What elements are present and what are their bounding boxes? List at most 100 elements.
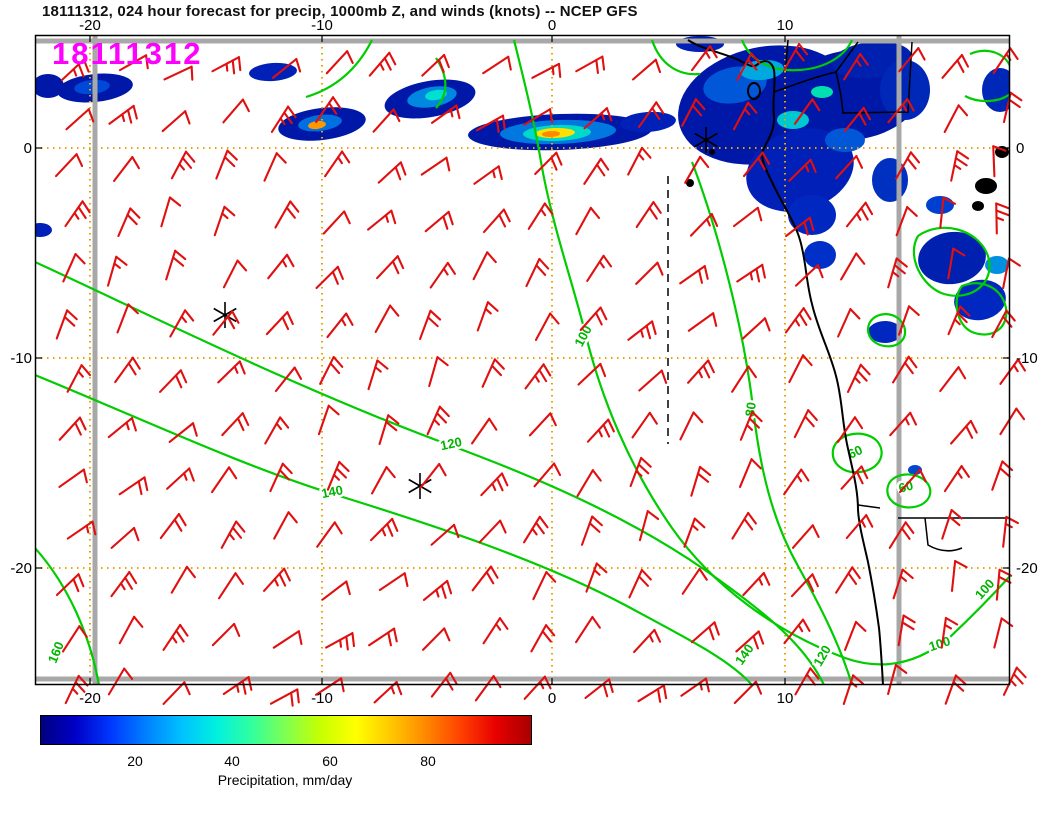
wind-barb	[941, 509, 963, 540]
wind-barb	[733, 680, 763, 705]
wind-barb	[683, 517, 706, 548]
colorbar-tick-80: 80	[420, 753, 436, 769]
wind-barb	[429, 261, 456, 289]
wind-barb	[939, 366, 967, 393]
wind-barb	[117, 207, 141, 238]
wind-barb	[635, 201, 662, 229]
lake-1	[975, 178, 997, 194]
wind-barb	[222, 676, 253, 696]
wind-barb	[531, 62, 562, 79]
wind-barb	[843, 106, 872, 133]
colorbar: 20 40 60 80 Precipitation, mm/day	[40, 715, 532, 795]
height-contours-layer	[36, 39, 1009, 684]
wind-barb	[742, 571, 771, 597]
wind-barb	[637, 684, 668, 703]
colorbar-tick-60: 60	[322, 753, 338, 769]
wind-barb	[690, 465, 712, 497]
wind-barb	[212, 310, 240, 336]
precip-blob	[880, 60, 930, 120]
wind-barb	[118, 476, 149, 496]
wind-barb	[316, 521, 343, 548]
wind-barb	[687, 312, 718, 332]
wind-barb	[482, 55, 512, 75]
wind-barb	[422, 579, 453, 602]
wind-barb	[735, 630, 765, 653]
wind-barb	[220, 520, 246, 549]
wind-barb	[950, 419, 978, 445]
wind-barb	[580, 515, 603, 546]
wind-barb	[108, 104, 138, 125]
colorbar-tick-20: 20	[127, 753, 143, 769]
wind-barb	[378, 572, 409, 592]
wind-barb	[731, 511, 757, 540]
wind-barb	[732, 206, 763, 228]
wind-barb	[783, 43, 809, 72]
contour-label-120: 120	[439, 434, 463, 453]
plot-frame	[34, 34, 1011, 686]
precip-blob	[676, 36, 724, 52]
precip-blob	[620, 111, 676, 133]
wind-barb	[687, 359, 715, 384]
wind-barb	[898, 305, 920, 336]
colorbar-gradient	[40, 715, 532, 745]
wind-barb	[794, 264, 824, 287]
x-tick-top-3: 10	[777, 17, 794, 34]
precip-blob	[36, 223, 52, 237]
wind-barb	[213, 205, 236, 237]
wind-barb	[422, 627, 451, 651]
wind-barb	[1002, 666, 1027, 696]
wind-barb	[271, 57, 302, 79]
wind-barb	[428, 356, 449, 388]
wind-barb	[627, 320, 657, 341]
border-6	[857, 504, 881, 509]
border-2	[773, 41, 859, 93]
wind-barb	[846, 363, 871, 393]
wind-barbs-layer	[54, 43, 1027, 707]
wind-barb	[637, 101, 665, 128]
wind-barb	[60, 58, 90, 82]
wind-barb	[576, 469, 602, 498]
wind-barb	[65, 108, 95, 131]
wind-barb	[783, 618, 811, 645]
wind-barb	[1002, 515, 1019, 548]
wind-barb	[628, 568, 652, 599]
wind-barb	[274, 200, 300, 229]
lake-3	[972, 201, 984, 211]
y-tick-right-1: -10	[1016, 350, 1038, 367]
wind-barb	[895, 151, 921, 180]
wind-barb	[367, 209, 397, 231]
contour-loop-r3	[866, 313, 907, 348]
wind-barb	[64, 200, 91, 228]
wind-barb	[478, 519, 507, 544]
precip-blob	[777, 111, 809, 129]
contour-80	[690, 161, 853, 684]
precip-blob	[868, 321, 902, 343]
wind-barb	[430, 104, 461, 124]
wind-barb	[158, 369, 188, 393]
wind-barb	[118, 615, 144, 645]
wind-barb	[269, 688, 300, 707]
axis-labels-layer: -20 -10 0 10 -20 -10 0 10 0 -10 -20 0 -1…	[10, 17, 1037, 707]
wind-barb	[369, 517, 399, 542]
wind-barb	[482, 208, 511, 234]
wind-barb	[732, 101, 758, 131]
y-tick-right-2: -20	[1016, 560, 1038, 577]
wind-barb	[269, 462, 293, 493]
precip-blob	[804, 241, 836, 269]
wind-barb	[638, 510, 660, 542]
wind-barb	[788, 158, 817, 182]
wind-barb	[321, 580, 351, 601]
wind-barb	[315, 96, 342, 124]
wind-barb	[324, 150, 351, 178]
wind-barb	[845, 201, 874, 228]
wind-barb	[889, 411, 918, 437]
wind-barb	[992, 145, 1007, 178]
wind-barb	[473, 165, 503, 185]
wind-barb	[791, 524, 820, 549]
wind-barb	[110, 571, 138, 598]
wind-barb	[788, 354, 813, 384]
border-1	[785, 39, 789, 65]
wind-barb	[264, 416, 290, 445]
wind-barb	[887, 257, 908, 289]
